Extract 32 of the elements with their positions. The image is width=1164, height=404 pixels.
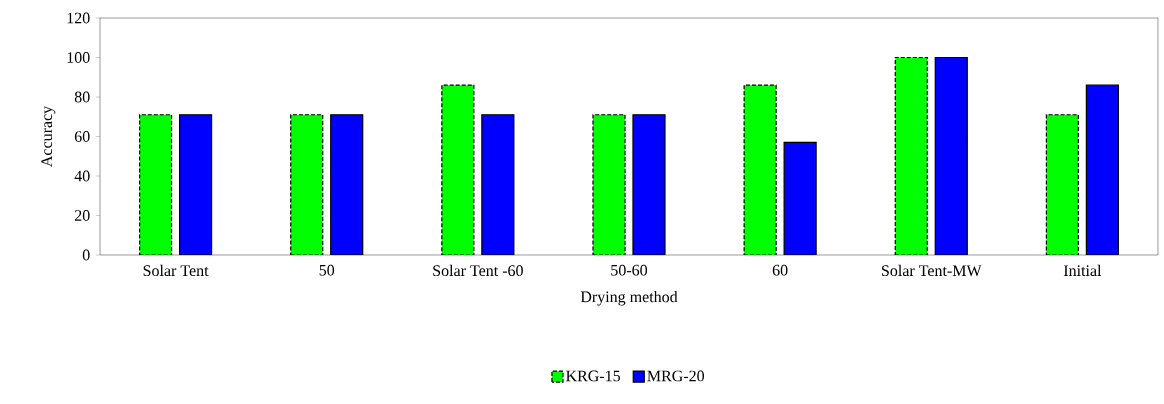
x-tick-label: 50-60 <box>611 264 648 276</box>
legend-label: KRG-15 <box>566 370 621 382</box>
y-axis-title: Accuracy <box>41 105 56 167</box>
y-tick-label: 60 <box>74 131 90 142</box>
bar <box>441 84 475 255</box>
y-tick-label: 0 <box>82 249 90 261</box>
bar <box>632 114 666 255</box>
x-tick-label: Solar Tent-MW <box>882 264 982 277</box>
bar <box>1085 84 1119 255</box>
bar <box>178 114 213 255</box>
y-tick-label: 120 <box>67 12 90 24</box>
y-tick-label: 20 <box>74 210 90 221</box>
y-tick-label: 100 <box>67 52 90 63</box>
bar <box>934 56 968 255</box>
x-tick-label: 50 <box>319 264 335 276</box>
x-axis-title: Drying method <box>580 291 678 306</box>
x-tick-label: 60 <box>772 264 788 276</box>
y-tick-label: 80 <box>74 91 90 103</box>
bar <box>330 114 364 255</box>
x-tick-label: Solar Tent -60 <box>433 264 523 277</box>
bar <box>138 114 173 255</box>
bar <box>481 114 515 255</box>
x-tick-label: Initial <box>1063 264 1102 277</box>
legend-label: MRG-20 <box>647 370 705 382</box>
bar <box>290 114 324 255</box>
bar <box>783 141 817 255</box>
bar <box>894 56 928 255</box>
bar <box>592 114 626 255</box>
x-tick-label: Solar Tent <box>143 264 209 277</box>
bar <box>743 84 777 255</box>
bar <box>1045 114 1079 255</box>
y-tick-label: 40 <box>74 170 90 182</box>
